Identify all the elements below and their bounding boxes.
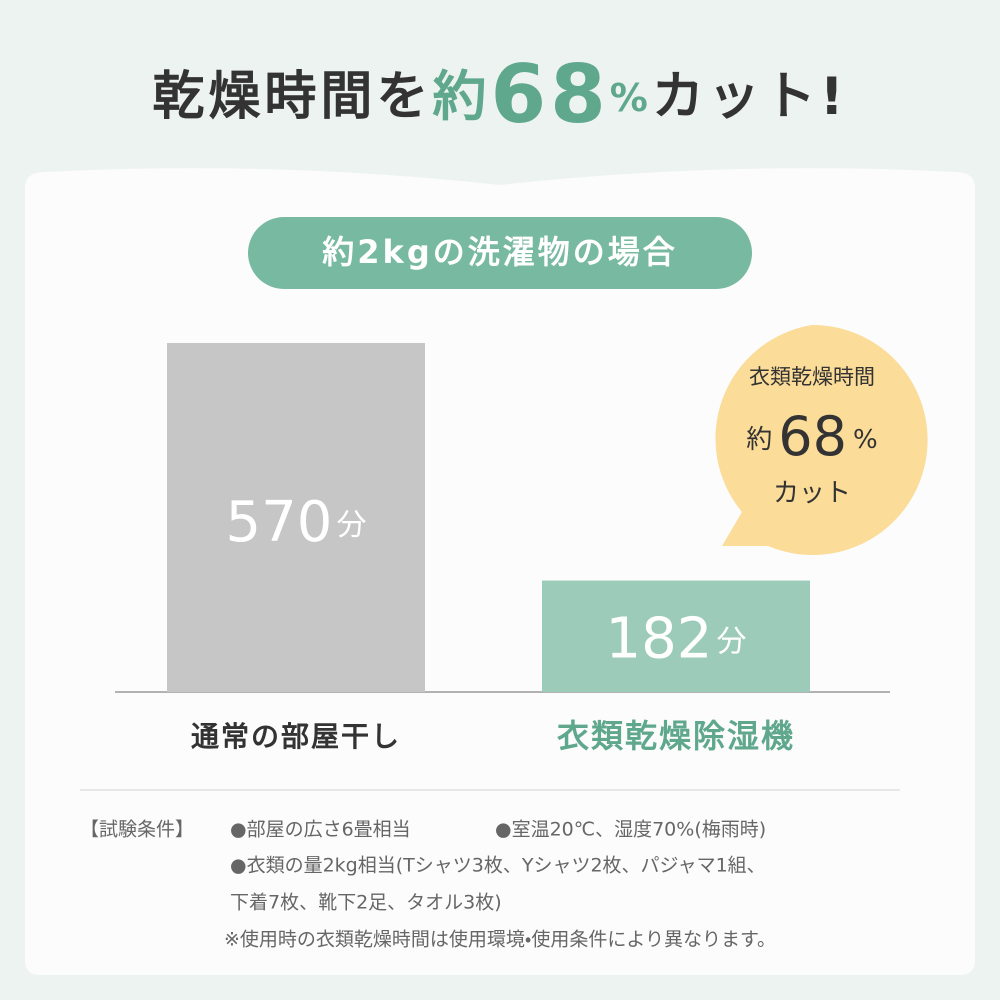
notes-line: ●室温20℃、湿度70%(梅雨時) bbox=[495, 819, 766, 841]
value-number: 570 bbox=[226, 490, 333, 555]
subtitle: 約2kgの洗濯物の場合 bbox=[322, 233, 677, 271]
notes-line: ●衣類の量2kg相当(Tシャツ3枚、Yシャツ2枚、パジャマ1組、 bbox=[230, 855, 766, 877]
category-label: 通常の部屋干し bbox=[191, 720, 401, 753]
annotation-prefix: 約 bbox=[746, 425, 772, 455]
annotation-suffix: カット bbox=[773, 479, 851, 509]
title-part: % bbox=[610, 76, 652, 120]
title: 乾燥時間を約68%カット! bbox=[152, 48, 847, 141]
notes-line: 下着7枚、靴下2足、タオル3枚) bbox=[230, 892, 502, 914]
annotation-unit: % bbox=[853, 425, 878, 455]
value-unit: 分 bbox=[336, 508, 366, 543]
value-unit: 分 bbox=[716, 624, 746, 659]
annotation-number: 68 bbox=[778, 405, 847, 468]
notes-label: 【試験条件】 bbox=[80, 819, 194, 841]
value-label: 570 分 bbox=[226, 490, 367, 555]
title-part: 約 bbox=[432, 65, 490, 128]
notes-line: ●部屋の広さ6畳相当 bbox=[230, 819, 411, 841]
value-number: 182 bbox=[606, 607, 713, 672]
footnote: ※使用時の衣類乾燥時間は使用環境・使用条件により異なります。 bbox=[224, 929, 776, 951]
annotation-heading: 衣類乾燥時間 bbox=[749, 365, 875, 389]
subtitle-pill bbox=[248, 217, 752, 289]
title-part: カット! bbox=[652, 67, 848, 127]
annotation-bubble bbox=[715, 324, 928, 555]
category-label: 衣類乾燥除湿機 bbox=[557, 717, 795, 755]
bar bbox=[167, 343, 425, 692]
annotation-figure: 約 68% bbox=[746, 405, 877, 468]
title-part: 乾燥時間を bbox=[152, 67, 432, 127]
value-label: 182 分 bbox=[606, 607, 747, 672]
title-part: 68 bbox=[490, 48, 609, 141]
bar bbox=[542, 580, 810, 692]
